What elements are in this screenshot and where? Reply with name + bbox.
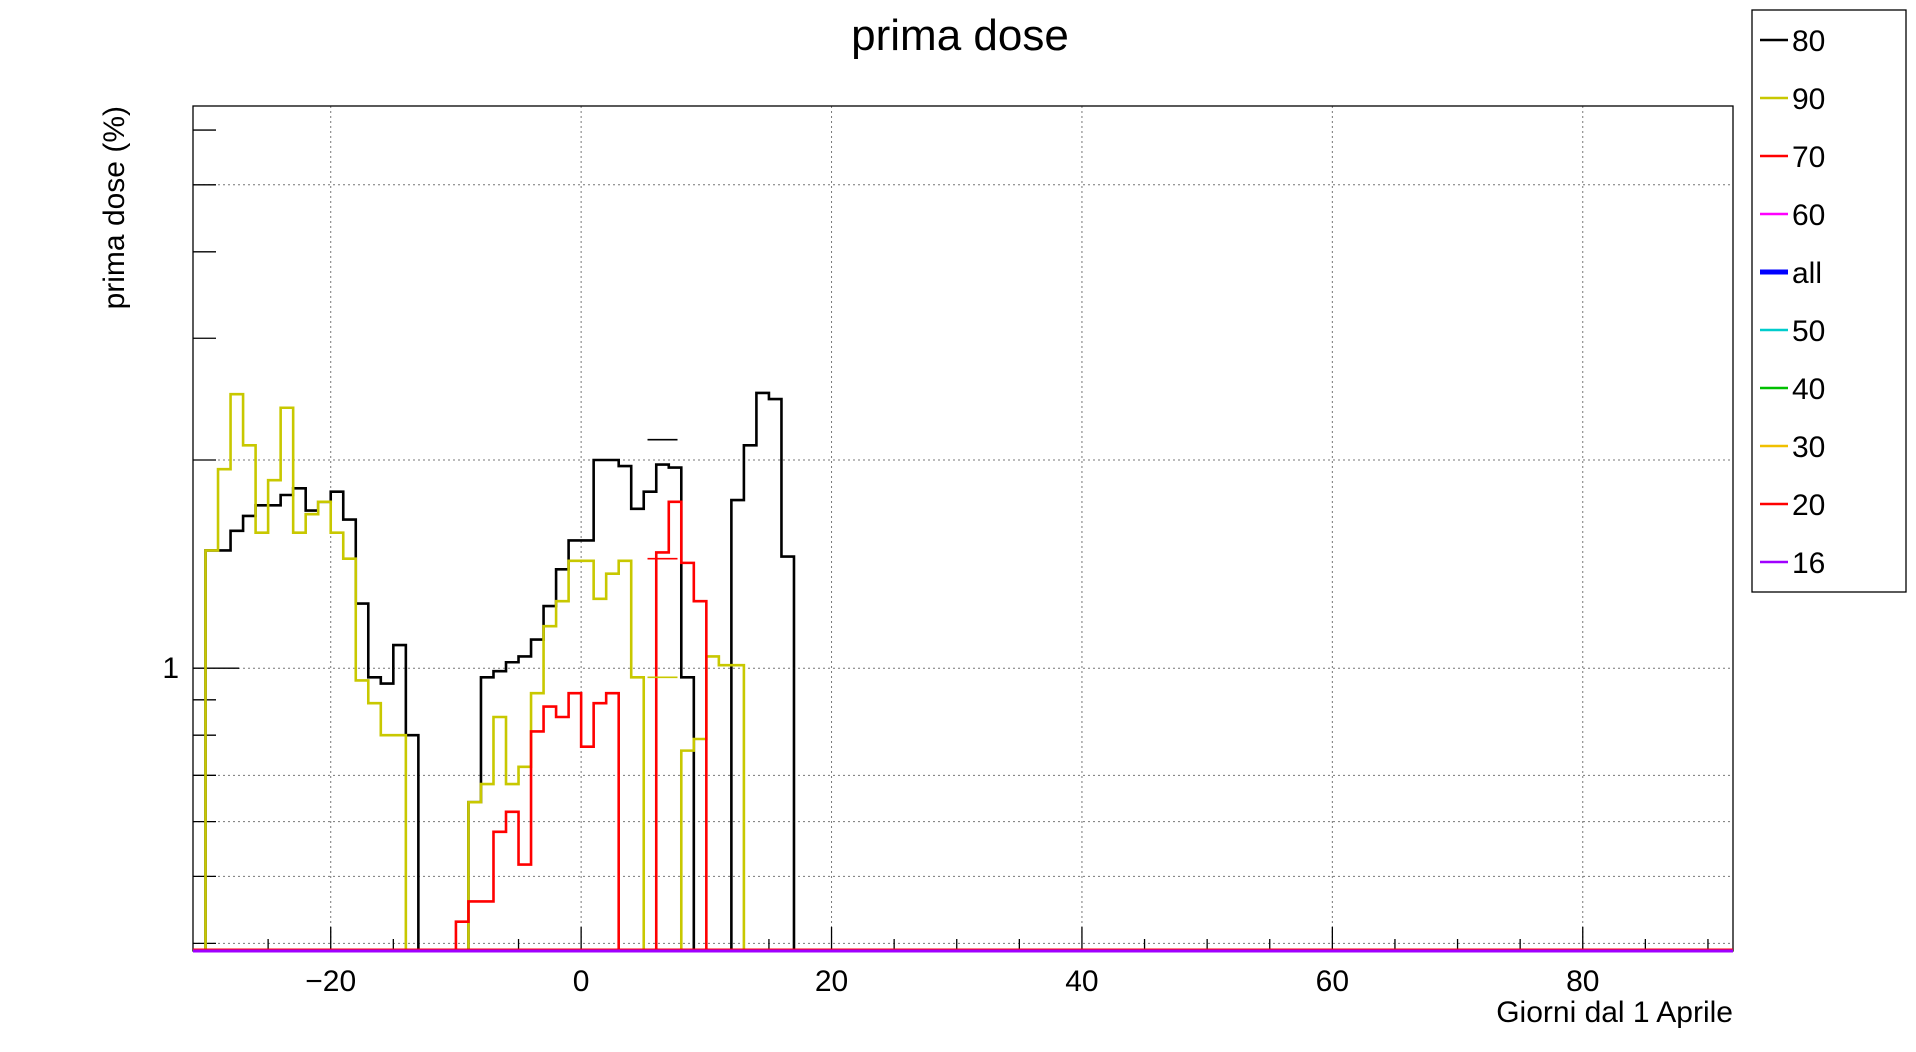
plot-frame (192, 105, 1734, 952)
axis-ticks (193, 129, 1709, 951)
y-axis-label: prima dose (%) (98, 106, 131, 309)
legend-label-70: 70 (1792, 141, 1825, 174)
legend-label-40: 40 (1792, 373, 1825, 406)
x-axis-label: Giorni dal 1 Aprile (1496, 996, 1733, 1029)
series-70-line (454, 500, 708, 951)
series-group (204, 391, 796, 951)
legend-entries: 80 90 70 60 all 50 40 30 20 16 (1760, 25, 1825, 580)
grid (193, 106, 1733, 951)
y-tick-label: 1 (162, 652, 179, 685)
legend-label-90: 90 (1792, 83, 1825, 116)
legend-label-all: all (1792, 257, 1822, 290)
x-tick-label: 80 (1566, 965, 1599, 998)
legend: 80 90 70 60 all 50 40 30 20 16 (1751, 9, 1907, 593)
legend-label-50: 50 (1792, 315, 1825, 348)
x-tick-label: −20 (305, 965, 356, 998)
legend-label-80: 80 (1792, 25, 1825, 58)
legend-label-30: 30 (1792, 431, 1825, 464)
x-tick-label: 20 (815, 965, 848, 998)
x-tick-label: 0 (573, 965, 590, 998)
empty-series-baseline (193, 948, 1733, 953)
series-90-line (204, 392, 746, 951)
legend-label-20: 20 (1792, 489, 1825, 522)
y-tick-labels: 1 (162, 652, 179, 685)
x-tick-labels: −20 0 20 40 60 80 (305, 965, 1599, 998)
legend-box (1751, 9, 1907, 593)
x-tick-label: 60 (1316, 965, 1349, 998)
chart-title: prima dose (851, 11, 1069, 60)
legend-label-60: 60 (1792, 199, 1825, 232)
legend-label-16: 16 (1792, 547, 1825, 580)
x-tick-label: 40 (1065, 965, 1098, 998)
